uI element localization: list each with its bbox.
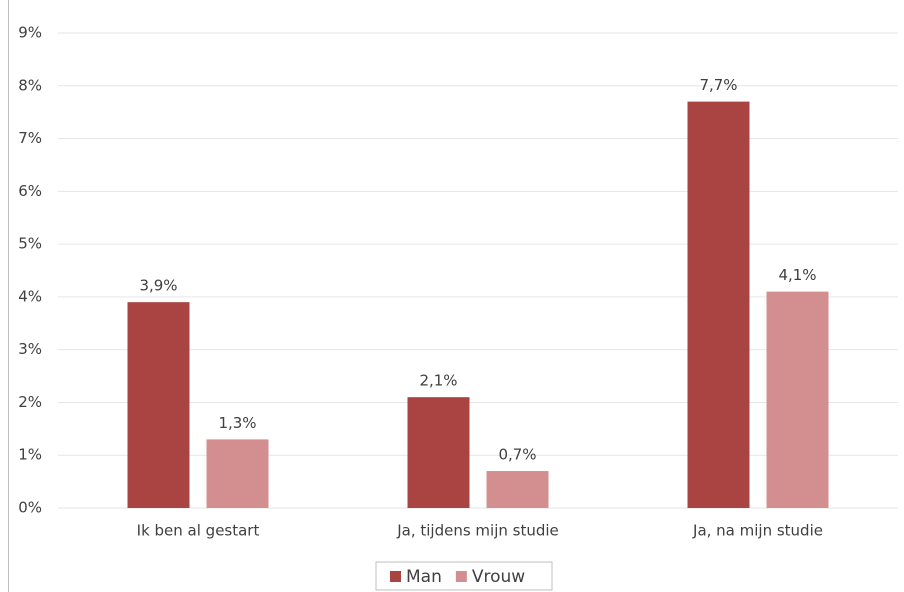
data-label: 3,9% bbox=[139, 277, 177, 295]
y-tick-label: 3% bbox=[18, 340, 42, 358]
bar bbox=[407, 397, 470, 508]
y-tick-label: 9% bbox=[18, 24, 42, 42]
x-tick-label: Ja, tijdens mijn studie bbox=[396, 522, 559, 540]
y-tick-label: 2% bbox=[18, 393, 42, 411]
data-label: 1,3% bbox=[218, 414, 256, 432]
legend-label: Man bbox=[406, 567, 442, 587]
y-tick-label: 1% bbox=[18, 446, 42, 464]
x-tick-label: Ja, na mijn studie bbox=[692, 522, 823, 540]
legend-label: Vrouw bbox=[472, 567, 525, 587]
y-tick-label: 8% bbox=[18, 76, 42, 94]
x-tick-label: Ik ben al gestart bbox=[137, 522, 260, 540]
bar bbox=[206, 439, 269, 508]
legend-swatch bbox=[390, 571, 401, 582]
legend-swatch bbox=[455, 571, 467, 582]
bar bbox=[486, 471, 549, 508]
bar bbox=[766, 291, 829, 508]
bar bbox=[127, 302, 190, 508]
y-tick-label: 5% bbox=[18, 235, 42, 253]
y-tick-label: 0% bbox=[18, 499, 42, 517]
bar bbox=[687, 101, 750, 508]
data-label: 2,1% bbox=[419, 372, 457, 390]
data-label: 7,7% bbox=[699, 76, 737, 94]
y-tick-label: 6% bbox=[18, 182, 42, 200]
y-tick-label: 4% bbox=[18, 287, 42, 305]
data-label: 0,7% bbox=[498, 446, 536, 464]
y-tick-label: 7% bbox=[18, 129, 42, 147]
data-label: 4,1% bbox=[778, 266, 816, 284]
